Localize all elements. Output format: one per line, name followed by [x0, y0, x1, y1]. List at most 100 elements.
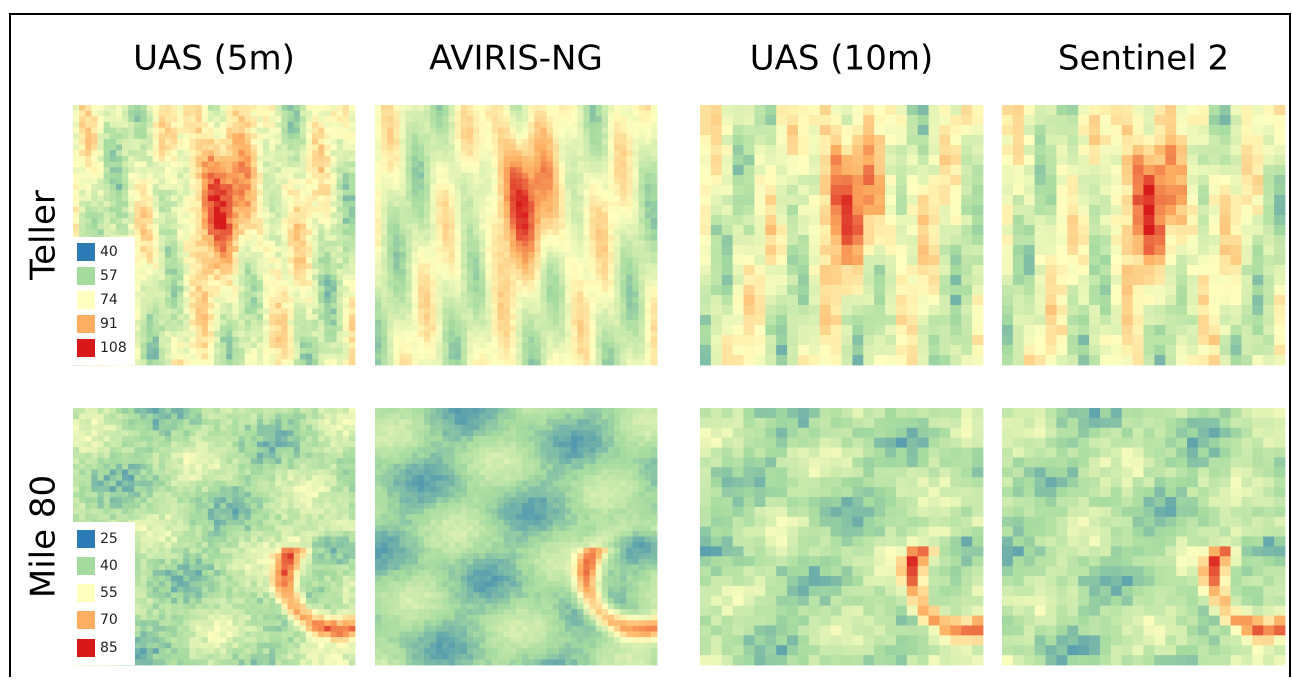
pixel: [534, 308, 541, 314]
pixel: [294, 235, 301, 241]
pixel: [275, 178, 282, 184]
pixel: [491, 275, 498, 281]
pixel: [632, 320, 639, 326]
pixel: [632, 354, 639, 360]
pixel: [852, 205, 863, 215]
pixel: [281, 184, 288, 190]
pixel: [412, 359, 419, 365]
pixel: [85, 122, 92, 128]
pixel: [559, 128, 566, 134]
pixel: [91, 178, 98, 184]
pixel: [171, 224, 178, 230]
pixel: [831, 265, 842, 275]
pixel: [275, 167, 282, 173]
pixel: [1002, 105, 1013, 115]
pixel: [116, 212, 123, 218]
pixel: [852, 145, 863, 155]
pixel: [226, 308, 233, 314]
pixel: [275, 224, 282, 230]
pixel: [961, 255, 972, 265]
pixel: [134, 331, 141, 337]
pixel: [122, 207, 129, 213]
pixel: [651, 150, 658, 156]
pixel: [400, 286, 407, 292]
pixel: [281, 133, 288, 139]
pixel: [620, 354, 627, 360]
pixel: [318, 201, 325, 207]
pixel: [479, 184, 486, 190]
pixel: [330, 235, 337, 241]
pixel: [288, 297, 295, 303]
pixel: [375, 139, 382, 145]
pixel: [202, 342, 209, 348]
pixel: [651, 275, 658, 281]
pixel: [400, 173, 407, 179]
pixel: [467, 258, 474, 264]
pixel: [602, 150, 609, 156]
pixel: [626, 150, 633, 156]
pixel: [565, 162, 572, 168]
pixel: [387, 218, 394, 224]
pixel: [300, 133, 307, 139]
pixel: [418, 207, 425, 213]
pixel: [202, 325, 209, 331]
pixel: [318, 331, 325, 337]
pixel: [165, 195, 172, 201]
pixel: [863, 355, 874, 365]
pixel: [541, 173, 548, 179]
pixel: [608, 348, 615, 354]
pixel: [541, 297, 548, 303]
pixel: [504, 116, 511, 122]
pixel: [214, 190, 221, 196]
pixel: [547, 325, 554, 331]
pixel: [110, 116, 117, 122]
pixel: [602, 207, 609, 213]
pixel: [553, 212, 560, 218]
pixel: [393, 201, 400, 207]
pixel: [418, 190, 425, 196]
pixel: [498, 111, 505, 117]
pixel: [565, 258, 572, 264]
pixel: [479, 314, 486, 320]
pixel: [153, 218, 160, 224]
pixel: [645, 156, 652, 162]
pixel: [473, 162, 480, 168]
pixel: [122, 122, 129, 128]
pixel: [455, 190, 462, 196]
pixel: [159, 184, 166, 190]
pixel: [614, 173, 621, 179]
pixel: [214, 212, 221, 218]
pixel: [620, 184, 627, 190]
pixel: [73, 190, 80, 196]
pixel: [541, 184, 548, 190]
pixel: [177, 325, 184, 331]
pixel: [306, 337, 313, 343]
pixel: [73, 184, 80, 190]
pixel: [436, 128, 443, 134]
pixel: [294, 325, 301, 331]
pixel: [387, 275, 394, 281]
pixel: [504, 162, 511, 168]
pixel: [288, 269, 295, 275]
pixel: [418, 258, 425, 264]
pixel: [269, 235, 276, 241]
pixel: [220, 139, 227, 145]
pixel: [220, 246, 227, 252]
pixel: [177, 139, 184, 145]
pixel: [349, 275, 356, 281]
pixel: [559, 314, 566, 320]
pixel: [214, 116, 221, 122]
pixel: [330, 337, 337, 343]
pixel: [565, 286, 572, 292]
pixel: [116, 139, 123, 145]
pixel: [842, 205, 853, 215]
pixel: [798, 205, 809, 215]
pixel: [479, 354, 486, 360]
pixel: [381, 252, 388, 258]
pixel: [632, 325, 639, 331]
pixel: [645, 133, 652, 139]
pixel: [343, 337, 350, 343]
pixel: [553, 122, 560, 128]
pixel: [590, 325, 597, 331]
pixel: [485, 111, 492, 117]
